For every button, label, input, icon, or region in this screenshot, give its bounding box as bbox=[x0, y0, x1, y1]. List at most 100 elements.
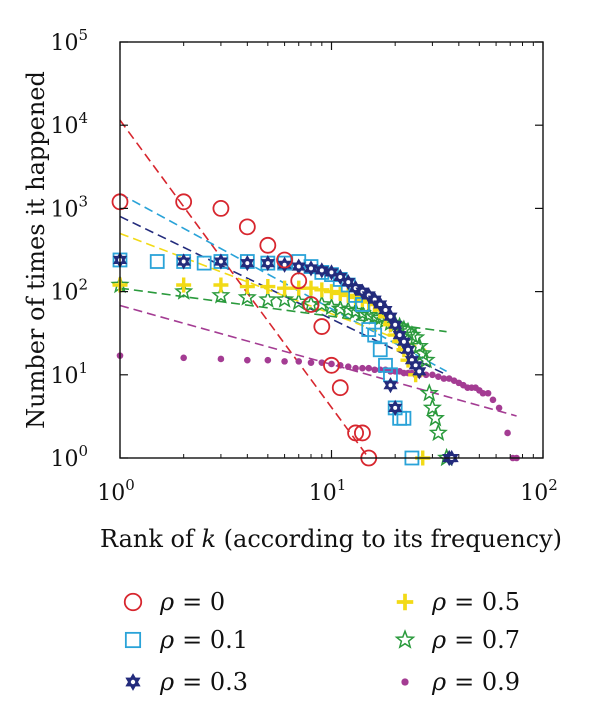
data-point-series-5-9 bbox=[328, 360, 335, 368]
data-point-series-5-14 bbox=[365, 364, 373, 372]
y-tick-exponent: 5 bbox=[78, 26, 88, 44]
x-tick-exponent: 2 bbox=[548, 476, 558, 494]
legend-marker-0 bbox=[123, 592, 143, 612]
x-axis-label-suffix: (according to its frequency) bbox=[216, 525, 562, 553]
legend-marker-1 bbox=[124, 631, 142, 649]
series-5-markers bbox=[116, 352, 520, 462]
data-point-series-4-1 bbox=[174, 281, 194, 300]
legend-label-5: ρ = 0.9 bbox=[431, 668, 520, 696]
data-point-series-1-17 bbox=[367, 327, 383, 343]
x-axis-label: Rank of k (according to its frequency) bbox=[100, 525, 562, 553]
data-point-series-1-23 bbox=[396, 410, 412, 426]
data-point-series-1-18 bbox=[372, 342, 388, 358]
x-tick-base: 10 bbox=[97, 481, 125, 506]
x-tick-label-2: 102 bbox=[520, 476, 558, 506]
data-point-series-0-2 bbox=[212, 199, 230, 217]
data-point-series-0-7 bbox=[302, 296, 320, 313]
data-point-series-2-4-center bbox=[265, 261, 270, 266]
data-point-series-1-19 bbox=[378, 357, 393, 373]
x-tick-label-0: 100 bbox=[97, 476, 135, 506]
legend-symbol: ρ bbox=[159, 668, 174, 696]
data-point-series-5-7 bbox=[307, 359, 315, 366]
y-tick-base: 10 bbox=[50, 364, 78, 389]
data-point-series-5-6 bbox=[295, 358, 303, 365]
data-point-series-0-11 bbox=[347, 424, 364, 442]
legend-item-3: ρ = 0.5 bbox=[396, 588, 520, 616]
data-point-series-4-25 bbox=[409, 336, 429, 355]
legend-label-4: ρ = 0.7 bbox=[431, 626, 520, 654]
data-point-series-3-5 bbox=[277, 280, 293, 296]
y-tick-exponent: 2 bbox=[78, 276, 88, 294]
data-point-series-2-19-center bbox=[393, 322, 398, 327]
legend-item-2: ρ = 0.3 bbox=[125, 668, 248, 696]
data-point-series-5-39 bbox=[484, 389, 492, 397]
data-point-series-3-2 bbox=[213, 277, 229, 293]
data-point-series-5-29 bbox=[440, 375, 448, 382]
data-point-series-4-29 bbox=[422, 397, 443, 417]
y-tick-exponent: 1 bbox=[78, 359, 88, 377]
x-axis-label-variable: k bbox=[202, 525, 217, 553]
data-point-series-5-38 bbox=[479, 389, 487, 397]
data-point-series-2-27-center bbox=[393, 405, 398, 410]
legend: ρ = 0 ρ = 0.1 ρ = 0.3 ρ = 0.5 ρ = 0.7 ρ = 0.9 bbox=[123, 588, 520, 696]
data-point-series-0-12 bbox=[354, 424, 371, 442]
legend-value: = 0.9 bbox=[454, 668, 520, 696]
data-point-series-2-3-center bbox=[245, 261, 250, 266]
data-point-series-0-3 bbox=[238, 218, 256, 236]
data-point-series-5-30 bbox=[445, 375, 453, 382]
legend-value: = 0.5 bbox=[454, 588, 520, 616]
legend-value: = 0.1 bbox=[182, 626, 248, 654]
data-point-series-0-6 bbox=[290, 272, 308, 290]
data-point-series-2-26-center bbox=[388, 383, 393, 388]
y-tick-exponent: 4 bbox=[78, 109, 88, 127]
data-point-series-0-9 bbox=[323, 356, 340, 374]
legend-label-3: ρ = 0.5 bbox=[431, 588, 520, 616]
plot-frame bbox=[119, 41, 544, 459]
legend-item-0: ρ = 0 bbox=[123, 588, 225, 616]
legend-value: = 0.7 bbox=[454, 626, 520, 654]
x-axis-label-prefix: Rank of bbox=[100, 525, 202, 553]
data-point-series-2-6-center bbox=[296, 264, 301, 269]
data-point-series-3-1 bbox=[176, 277, 192, 293]
data-point-series-4-4 bbox=[258, 289, 278, 308]
data-point-series-2-24-center bbox=[413, 363, 418, 368]
data-point-series-5-11 bbox=[344, 363, 352, 371]
data-point-series-4-2 bbox=[211, 285, 231, 304]
data-point-series-5-42 bbox=[504, 429, 511, 437]
data-point-series-1-1 bbox=[149, 254, 165, 269]
y-tick-label-0: 100 bbox=[50, 442, 88, 472]
data-point-series-5-1 bbox=[180, 354, 187, 362]
data-point-series-5-41 bbox=[495, 404, 503, 412]
x-tick-exponent: 1 bbox=[337, 476, 347, 494]
data-point-series-5-28 bbox=[435, 373, 442, 380]
series-2-markers bbox=[112, 251, 459, 467]
data-point-series-0-1 bbox=[175, 193, 193, 211]
data-point-series-3-4 bbox=[260, 279, 276, 295]
data-point-series-3-10 bbox=[332, 285, 348, 301]
data-point-series-3-3 bbox=[239, 279, 255, 295]
data-point-series-5-40 bbox=[489, 396, 497, 404]
y-tick-label-3: 103 bbox=[50, 192, 88, 222]
fit-line-series-5 bbox=[119, 304, 517, 417]
data-point-series-2-17-center bbox=[383, 308, 388, 313]
data-point-series-3-9 bbox=[324, 284, 339, 300]
legend-label-1: ρ = 0.1 bbox=[159, 626, 248, 654]
data-point-series-5-2 bbox=[217, 355, 225, 363]
data-point-series-4-8 bbox=[312, 294, 332, 313]
series-0-markers bbox=[111, 193, 378, 467]
y-tick-label-4: 104 bbox=[50, 109, 88, 139]
legend-marker-2-center bbox=[130, 679, 136, 685]
data-point-series-5-27 bbox=[429, 371, 436, 379]
data-point-series-4-30 bbox=[425, 408, 445, 427]
data-point-series-2-5-center bbox=[282, 262, 287, 267]
data-point-series-2-18-center bbox=[388, 314, 393, 319]
data-point-series-5-12 bbox=[352, 364, 359, 372]
data-markers bbox=[110, 193, 520, 467]
data-point-series-4-27 bbox=[416, 349, 436, 369]
legend-item-4: ρ = 0.7 bbox=[394, 626, 520, 654]
data-point-series-5-3 bbox=[244, 356, 251, 364]
data-point-series-0-8 bbox=[313, 318, 331, 335]
data-point-series-4-9 bbox=[321, 297, 342, 316]
